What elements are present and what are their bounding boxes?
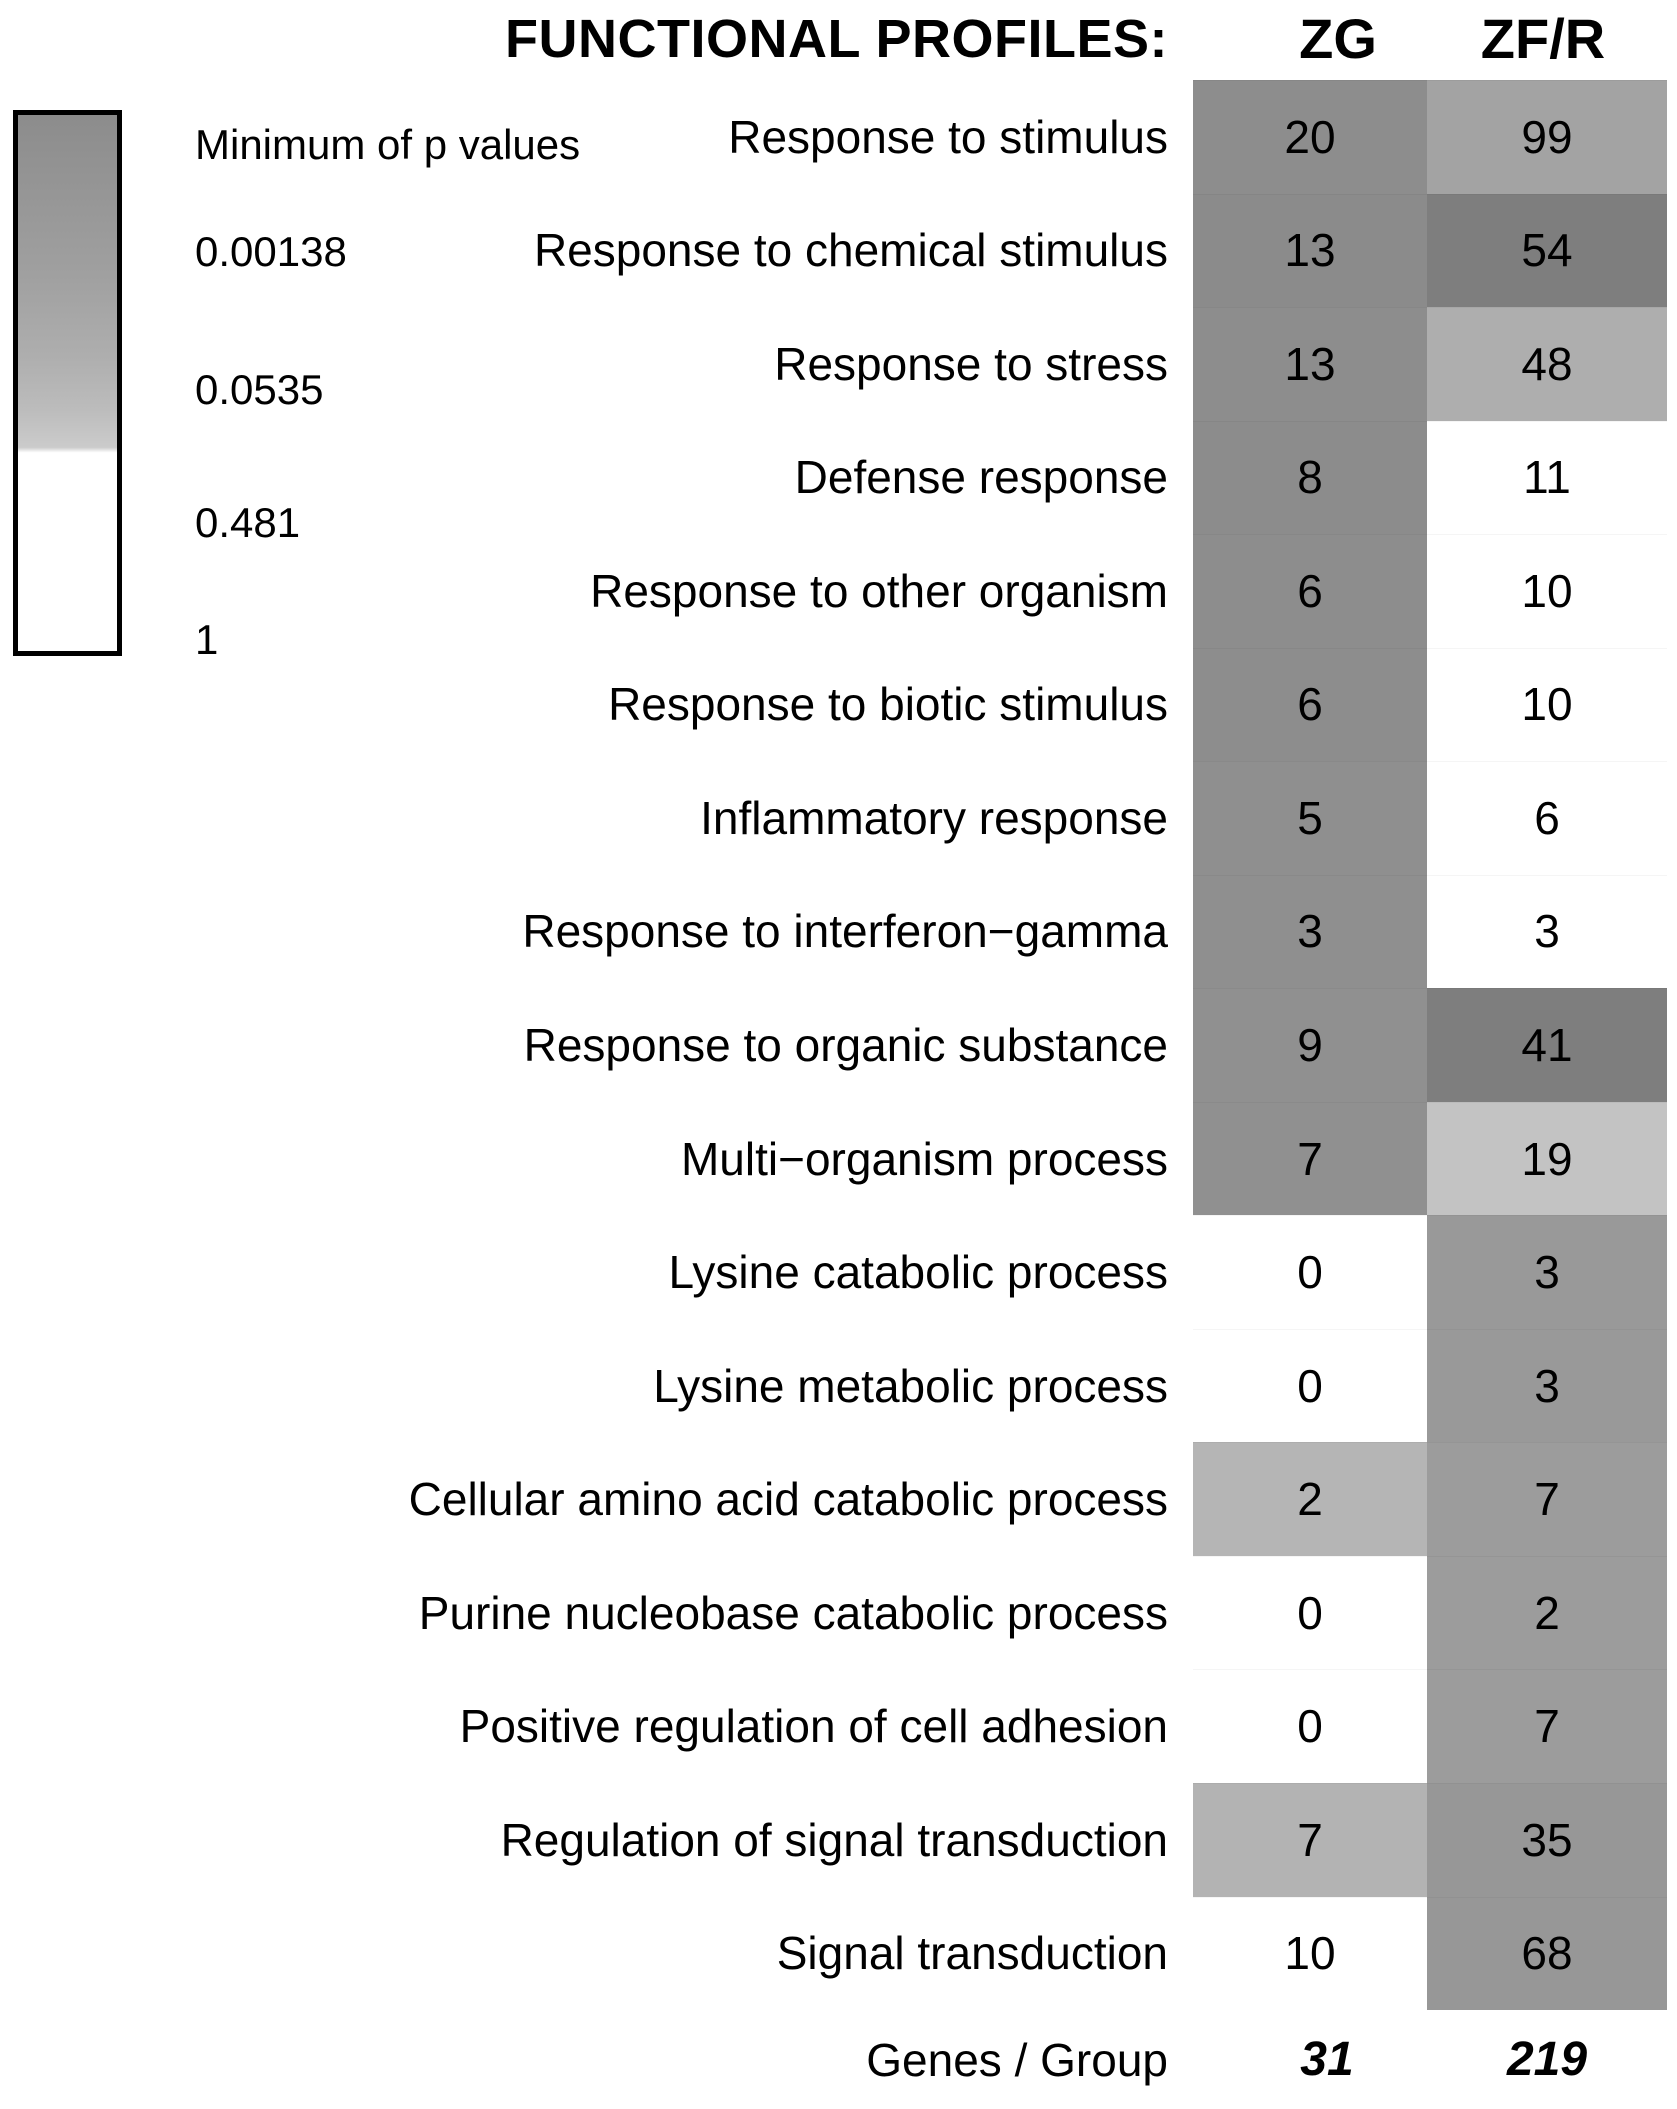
cell-zfr: 48 <box>1427 307 1667 421</box>
legend-tick-label: 1 <box>195 616 219 663</box>
table-row: Lysine catabolic process 0 3 <box>0 1215 1677 1329</box>
cell-zfr: 2 <box>1427 1555 1667 1670</box>
cell-zg: 7 <box>1193 1101 1427 1216</box>
row-label: Multi−organism process <box>680 1132 1168 1185</box>
row-label: Defense response <box>794 451 1168 504</box>
cell-zg: 10 <box>1193 1896 1427 2010</box>
cell-zg: 20 <box>1193 80 1427 194</box>
column-header-zg: ZG <box>1299 7 1377 70</box>
row-label: Response to organic substance <box>523 1018 1168 1071</box>
table-row: Regulation of signal transduction 7 35 <box>0 1783 1677 1897</box>
cell-zg: 0 <box>1193 1555 1427 1670</box>
cell-zfr: 3 <box>1427 1328 1667 1443</box>
cell-zg: 3 <box>1193 874 1427 989</box>
table-row: Multi−organism process 7 19 <box>0 1101 1677 1216</box>
cell-zfr: 10 <box>1427 534 1667 648</box>
cell-zfr: 35 <box>1427 1783 1667 1897</box>
legend-tick-label: 0.00138 <box>195 228 347 275</box>
table-row: Purine nucleobase catabolic process 0 2 <box>0 1555 1677 1670</box>
table-row: Lysine metabolic process 0 3 <box>0 1328 1677 1443</box>
total-zg-value: 31 <box>1300 2033 1354 2086</box>
row-label: Purine nucleobase catabolic process <box>418 1586 1168 1639</box>
row-label: Response to interferon−gamma <box>522 905 1168 958</box>
row-label: Positive regulation of cell adhesion <box>459 1700 1168 1753</box>
cell-zfr: 7 <box>1427 1669 1667 1783</box>
cell-zfr: 68 <box>1427 1896 1667 2010</box>
table-row: Inflammatory response 5 6 <box>0 761 1677 875</box>
table-row: Response to chemical stimulus 13 54 <box>0 193 1677 307</box>
table-row: Response to stress 13 48 <box>0 307 1677 421</box>
row-label: Regulation of signal transduction <box>500 1813 1168 1866</box>
cell-zg: 13 <box>1193 193 1427 307</box>
cell-zfr: 11 <box>1427 420 1667 535</box>
column-header-zfr: ZF/R <box>1480 7 1606 70</box>
total-zfr-value: 219 <box>1506 2033 1588 2086</box>
cell-zfr: 3 <box>1427 874 1667 989</box>
table-row: Positive regulation of cell adhesion 0 7 <box>0 1669 1677 1783</box>
cell-zg: 9 <box>1193 988 1427 1102</box>
table-row: Response to biotic stimulus 6 10 <box>0 647 1677 762</box>
cell-zfr: 99 <box>1427 80 1667 194</box>
cell-zfr: 3 <box>1427 1215 1667 1329</box>
cell-zfr: 41 <box>1427 988 1667 1102</box>
cell-zfr: 54 <box>1427 193 1667 307</box>
row-label: Response to stimulus <box>728 110 1168 163</box>
cell-zfr: 19 <box>1427 1101 1667 1216</box>
cell-zfr: 10 <box>1427 647 1667 762</box>
cell-zg: 5 <box>1193 761 1427 875</box>
cell-zg: 0 <box>1193 1669 1427 1783</box>
cell-zg: 2 <box>1193 1442 1427 1556</box>
row-label: Response to chemical stimulus <box>533 224 1168 277</box>
legend-tick-label: 0.0535 <box>195 366 324 413</box>
legend-title: Minimum of p values <box>195 121 581 168</box>
row-label: Inflammatory response <box>700 791 1168 844</box>
row-label: Lysine metabolic process <box>653 1359 1168 1412</box>
cell-zg: 8 <box>1193 420 1427 535</box>
cell-zg: 6 <box>1193 534 1427 648</box>
table-row: Response to interferon−gamma 3 3 <box>0 874 1677 989</box>
table-row: Response to stimulus 20 99 <box>0 80 1677 194</box>
row-label: Response to other organism <box>590 564 1168 617</box>
row-label: Lysine catabolic process <box>668 1246 1168 1299</box>
row-label: Response to stress <box>774 337 1168 390</box>
table-row: Response to organic substance 9 41 <box>0 988 1677 1102</box>
cell-zfr: 6 <box>1427 761 1667 875</box>
legend-tick-label: 0.481 <box>195 499 301 546</box>
table-row: Cellular amino acid catabolic process 2 7 <box>0 1442 1677 1556</box>
cell-zg: 0 <box>1193 1328 1427 1443</box>
cell-zg: 0 <box>1193 1215 1427 1329</box>
cell-zg: 13 <box>1193 307 1427 421</box>
page-title: FUNCTIONAL PROFILES: <box>505 9 1168 69</box>
cell-zfr: 7 <box>1427 1442 1667 1556</box>
table-row: Response to other organism 6 10 <box>0 534 1677 648</box>
row-label: Cellular amino acid catabolic process <box>408 1473 1168 1526</box>
table-row: Defense response 8 11 <box>0 420 1677 535</box>
table-row: Signal transduction 10 68 <box>0 1896 1677 2010</box>
cell-zg: 7 <box>1193 1783 1427 1897</box>
row-label: Response to biotic stimulus <box>608 678 1168 731</box>
cell-zg: 6 <box>1193 647 1427 762</box>
pvalue-color-scale-bar <box>13 110 122 656</box>
totals-row-label: Genes / Group <box>866 2034 1168 2086</box>
row-label: Signal transduction <box>776 1927 1168 1980</box>
